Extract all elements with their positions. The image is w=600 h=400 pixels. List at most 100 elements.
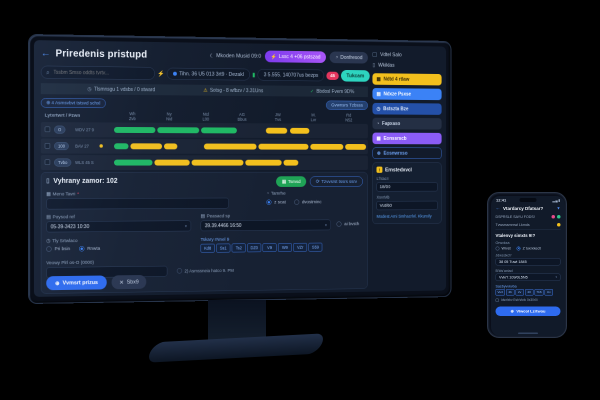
yellow-dot-icon (99, 144, 103, 148)
gantt-bar-green[interactable] (201, 127, 237, 134)
checkbox-icon[interactable] (495, 298, 499, 302)
phone-radio[interactable] (495, 246, 500, 251)
day-chip[interactable]: 2v (515, 289, 524, 296)
status-strip: ◷ Tlsmnsgu 1 vdsbs / 0 stward ⚠ Sotsg - 8 … (40, 83, 368, 98)
filter-chip-left[interactable]: ⊕ 4 Asmsvbvt tstsvd schxl (40, 97, 106, 108)
pink-toggle-icon[interactable] (551, 215, 555, 219)
type-radio-selected[interactable] (266, 199, 272, 205)
side-radio[interactable] (336, 221, 342, 227)
to-input[interactable]: 39.39.4466 16:50 ▾ (200, 219, 331, 232)
gantt-bar-yellow[interactable] (283, 159, 299, 166)
from-input[interactable]: 05-39-3423 10:30 ▾ (46, 220, 192, 233)
sidebar-button-darkblue[interactable]: ◷ Bstszta Bze (372, 102, 442, 115)
row-checkbox[interactable] (44, 126, 51, 133)
row-badge[interactable]: Tvbo (54, 158, 72, 167)
gantt-bar-yellow[interactable] (265, 127, 288, 134)
phone-group-label: Orwvkxa (495, 240, 510, 246)
day-chip[interactable]: VZr (293, 242, 308, 252)
mode-radio[interactable] (46, 246, 52, 252)
back-arrow-icon[interactable]: ← (495, 205, 501, 212)
panel-link[interactable]: Modest Ami Smhacrlvl. Kkurxily (376, 213, 432, 219)
day-chip[interactable]: Uv (544, 289, 554, 296)
row-badge[interactable]: 100 (54, 142, 69, 151)
row-badge[interactable]: O (54, 125, 66, 134)
form-green-button[interactable]: ▦ Tsmsd (276, 176, 307, 187)
bolt-icon: ⚡ (270, 53, 277, 60)
name-input[interactable] (46, 197, 229, 210)
phone-submit-button[interactable]: ⊕ Vlwcol Lzrtwou (495, 306, 561, 316)
day-chip[interactable]: Vu3 (495, 289, 505, 296)
phone-field1-input[interactable]: 38 05 Tuwt 1845 (495, 258, 561, 266)
sidebar-button-blue[interactable]: ▤ Ndxze Psxse (372, 88, 442, 101)
row-checkbox[interactable] (44, 159, 51, 166)
day-chip[interactable]: DZ0 (247, 243, 262, 253)
caret-icon: ▾ (325, 222, 327, 228)
gantt-bar-green[interactable] (114, 143, 129, 150)
day-chip[interactable]: 4b (505, 289, 515, 296)
day-chip-group: Kd8 Ss1 Ts2 DZ0 V9 W9 VZr S59 (200, 242, 323, 253)
green-toggle-icon[interactable] (557, 215, 561, 219)
cancel-button[interactable]: ✕ Sbx9 (111, 274, 147, 290)
form-title: ▯ Vyhrany zamor: 102 (46, 176, 118, 185)
gantt-bar-yellow[interactable] (154, 159, 190, 166)
phone-link-row[interactable]: Tvwsrssmrxwl Lkmds (496, 223, 561, 227)
day-chip[interactable]: Ss1 (216, 243, 231, 253)
gantt-table: Lytxrtwrt / Pzwn Wh Zvb Ny Nid Ntd L00 AG Bb… (40, 111, 368, 171)
phone-checkbox-row[interactable]: ldsvfxbv Esb'sfcfc 0x30r0i (495, 298, 537, 302)
secondary-header-button[interactable]: ◔ Donfresod (329, 51, 368, 64)
gantt-bar-yellow[interactable] (191, 159, 244, 166)
mode-radio-group: Pri bsin Rnwta (46, 246, 100, 252)
info-icon: ◔ (335, 54, 339, 61)
mode-radio-selected[interactable] (78, 245, 85, 252)
search-box[interactable]: ⌕ (40, 65, 155, 80)
device-pill[interactable]: Tihn. 36 U5 013 3rt9 · Dezakl (166, 67, 250, 81)
gantt-bar-yellow[interactable] (245, 159, 282, 166)
sidebar-button-dark[interactable]: ◔ Fapxaso (372, 117, 442, 130)
filter-chip-right[interactable]: Gvwnsrs Tzbsss (326, 100, 368, 110)
checkbox-icon[interactable] (372, 52, 377, 57)
day-chip[interactable]: W9 (277, 243, 292, 252)
day-chip[interactable]: Kd8 (200, 243, 215, 253)
status-item: ◷ Tlsmnsgu 1 vdsbs / 0 stward (87, 86, 156, 93)
gantt-bar-green[interactable] (114, 126, 156, 134)
gantt-bar-yellow[interactable] (345, 144, 367, 150)
gantt-bar-yellow[interactable] (203, 143, 257, 150)
close-icon: ✕ (119, 279, 124, 286)
gantt-bar-yellow[interactable] (289, 127, 310, 134)
day-chip[interactable]: 40 (524, 289, 534, 296)
phone-field1-label: Jdwsdxd? (495, 253, 512, 258)
phone-field2-select[interactable]: Vvkr't 109/0L5N5 ▾ (495, 273, 561, 281)
usage-pill[interactable]: 3 5.555. 140707us bezps (257, 68, 325, 82)
primary-header-button[interactable]: ⚡ Lssc 4 +06 pstszad (264, 50, 327, 63)
gantt-bar-yellow[interactable] (130, 143, 163, 150)
sidebar-button-yellow[interactable]: ▦ Ndtd 4 rtlaw (372, 73, 442, 86)
back-arrow-icon[interactable]: ← (40, 47, 51, 59)
search-input[interactable] (52, 69, 150, 77)
day-chip[interactable]: S59 (308, 242, 323, 252)
phone-home-indicator[interactable] (518, 332, 538, 334)
app-header: ← Priredenis pristupd ☾ Mkoden Musid 09:0… (41, 44, 368, 66)
gantt-bar-green[interactable] (157, 127, 200, 134)
sidebar-button-outline[interactable]: ⊕ Eosnwrxso (372, 147, 442, 160)
panel-field-value[interactable]: 18/00 (376, 182, 438, 192)
gantt-bar-yellow[interactable] (163, 143, 178, 150)
gantt-bar-yellow[interactable] (310, 143, 344, 150)
panel-field-value[interactable]: Vut/60 (376, 200, 438, 211)
sidebar-button-purple[interactable]: ▦ Eonssrscb (372, 132, 442, 145)
day-chip[interactable]: 7b6 (534, 289, 544, 296)
submit-button[interactable]: ⊕ Vvmsrt prizus (46, 275, 107, 291)
form-outline-button[interactable]: ⟳ Tzvvsrst tssrs ssrv (309, 176, 363, 187)
day-chip[interactable]: V9 (262, 243, 277, 253)
gantt-bar-green[interactable] (114, 159, 153, 166)
phone-title: Vtardarcy Dfatsar? (503, 205, 544, 211)
row-checkbox[interactable] (44, 143, 51, 149)
phone-header: ← Vtardarcy Dfatsar? ▼ (496, 206, 561, 212)
day-chip[interactable]: Ts2 (231, 243, 246, 253)
gantt-bar-yellow[interactable] (258, 143, 309, 150)
teal-action-button[interactable]: Tukcam (340, 69, 370, 82)
filter-icon[interactable]: ▼ (556, 206, 561, 211)
lock-icon: ▦ (376, 135, 381, 142)
phone-radio-selected[interactable] (516, 246, 521, 251)
status-dot-icon (173, 71, 177, 76)
type-radio[interactable] (294, 199, 300, 205)
